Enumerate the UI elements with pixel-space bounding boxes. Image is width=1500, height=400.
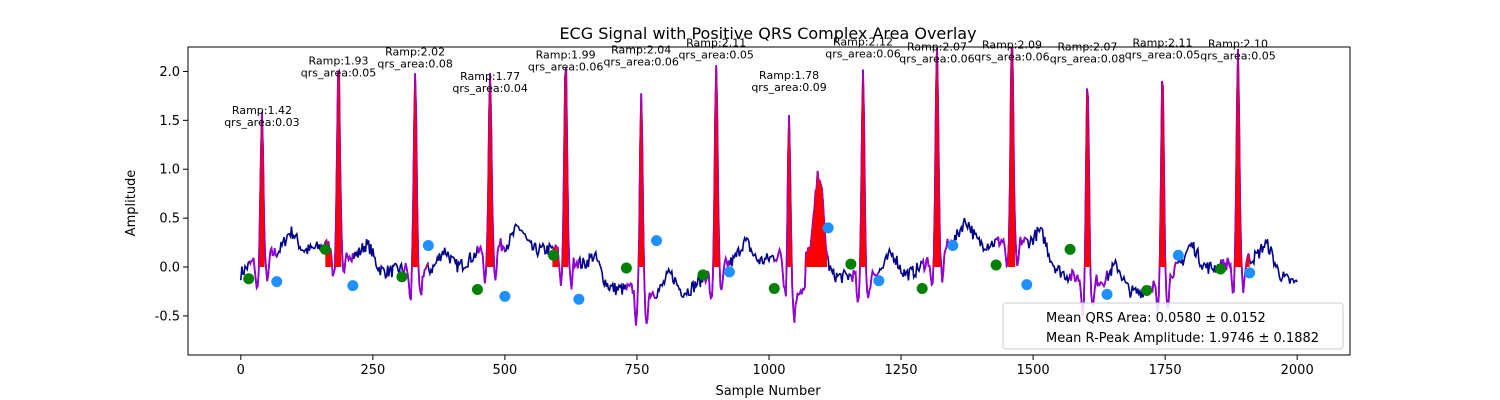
qrs-offset-marker <box>499 290 511 302</box>
qrs-offset-marker <box>650 235 662 247</box>
qrs-area-fill <box>857 69 867 267</box>
qrs-area-fill <box>1157 81 1176 267</box>
qrs-onset-marker <box>1215 263 1227 275</box>
r-peak-qrs-area-label: qrs_area:0.05 <box>678 49 753 62</box>
y-tick-label: -0.5 <box>155 309 180 324</box>
qrs-onset-marker <box>620 262 632 274</box>
r-peak-qrs-area-label: qrs_area:0.06 <box>528 60 603 73</box>
r-peak-qrs-area-label: qrs_area:0.05 <box>1125 49 1200 62</box>
r-peak-qrs-area-label: qrs_area:0.06 <box>974 51 1049 64</box>
r-peak-qrs-area-label: qrs_area:0.09 <box>751 81 826 94</box>
qrs-offset-marker <box>1021 279 1033 291</box>
r-peak-amp-label: Ramp:2.07 <box>907 41 967 54</box>
y-tick-label: 1.5 <box>159 114 180 129</box>
x-axis-label: Sample Number <box>715 384 821 399</box>
qrs-onset-marker <box>471 283 483 295</box>
y-axis-label: Amplitude <box>124 170 139 237</box>
r-peak-amp-label: Ramp:2.04 <box>611 44 671 57</box>
r-peak-qrs-area-label: qrs_area:0.03 <box>224 116 299 129</box>
r-peak-amp-label: Ramp:1.93 <box>309 54 369 67</box>
qrs-area-fill <box>787 115 828 267</box>
r-peak-qrs-area-label: qrs_area:0.05 <box>1200 50 1275 63</box>
y-tick-label: 0.0 <box>159 261 180 276</box>
qrs-offset-marker <box>873 275 885 287</box>
qrs-onset-marker <box>990 259 1002 271</box>
r-peak-amp-label: Ramp:1.78 <box>759 69 819 82</box>
x-tick-label: 1500 <box>1017 363 1050 378</box>
x-tick-label: 1250 <box>884 363 917 378</box>
r-peak-amp-label: Ramp:2.09 <box>982 39 1042 52</box>
x-tick-label: 250 <box>360 363 385 378</box>
qrs-segment-line <box>1069 88 1108 317</box>
qrs-area-fill <box>552 67 569 268</box>
qrs-onset-marker <box>1064 243 1076 255</box>
r-peak-amp-label: Ramp:2.10 <box>1208 38 1268 51</box>
qrs-onset-marker <box>1141 284 1153 296</box>
qrs-area-fill <box>635 93 645 268</box>
qrs-area-fill <box>1233 49 1250 267</box>
r-peak-amp-label: Ramp:2.11 <box>1132 37 1192 50</box>
qrs-onset-marker <box>768 283 780 295</box>
qrs-area-fill <box>1007 47 1016 267</box>
y-tick-label: 1.0 <box>159 163 180 178</box>
qrs-offset-marker <box>822 222 834 234</box>
r-peak-qrs-area-label: qrs_area:0.04 <box>452 82 527 95</box>
r-peak-qrs-area-label: qrs_area:0.06 <box>899 53 974 66</box>
legend-box <box>1002 302 1344 350</box>
qrs-onset-marker <box>845 258 857 270</box>
x-tick-label: 750 <box>625 363 650 378</box>
qrs-offset-marker <box>271 276 283 288</box>
r-peak-amp-label: Ramp:2.12 <box>833 36 893 49</box>
x-tick-label: 1750 <box>1149 363 1182 378</box>
r-peak-amp-label: Ramp:1.42 <box>232 104 292 117</box>
axes: 0 250 500 750 1000 1250 1500 1750 2000 -0.5 0.0 0.5… <box>155 46 1351 378</box>
r-peak-amp-label: Ramp:1.99 <box>536 48 596 61</box>
qrs-area-fill <box>407 73 429 267</box>
x-tick-label: 2000 <box>1281 363 1314 378</box>
qrs-area-fill <box>932 47 941 267</box>
r-peak-amp-label: Ramp:2.11 <box>686 37 746 50</box>
qrs-area-fill <box>325 71 342 267</box>
x-tick-label: 1000 <box>752 363 785 378</box>
qrs-onset-marker <box>916 283 928 295</box>
legend: Mean QRS Area: 0.0580 ± 0.0152 Mean R-Pe… <box>1002 302 1344 350</box>
legend-entry-mean-r-peak-amplitude: Mean R-Peak Amplitude: 1.9746 ± 0.1882 <box>1046 331 1319 346</box>
r-peak-qrs-area-label: qrs_area:0.05 <box>301 66 376 79</box>
r-peak-qrs-area-label: qrs_area:0.08 <box>377 57 452 70</box>
y-tick-label: 2.0 <box>159 65 180 80</box>
qrs-area-fill <box>486 73 494 267</box>
qrs-offset-marker <box>1244 267 1256 279</box>
qrs-onset-marker <box>548 249 560 261</box>
r-peak-qrs-area-label: qrs_area:0.06 <box>825 48 900 61</box>
chart-title: ECG Signal with Positive QRS Complex Are… <box>559 24 976 43</box>
qrs-offset-marker <box>1172 249 1184 261</box>
qrs-area-fill <box>710 65 720 267</box>
qrs-offset-marker <box>422 239 434 251</box>
qrs-onset-marker <box>697 269 709 281</box>
r-peak-amp-label: Ramp:2.02 <box>385 45 445 58</box>
qrs-area-fill <box>1075 88 1092 267</box>
x-tick-label: 0 <box>237 363 245 378</box>
qrs-offset-marker <box>573 293 585 305</box>
r-peak-qrs-area-label: qrs_area:0.08 <box>1050 53 1125 66</box>
y-tick-label: 0.5 <box>159 212 180 227</box>
x-tick-label: 500 <box>492 363 517 378</box>
legend-entry-mean-qrs-area: Mean QRS Area: 0.0580 ± 0.0152 <box>1046 311 1266 326</box>
r-peak-amp-label: Ramp:2.07 <box>1057 41 1117 54</box>
r-peak-qrs-area-label: qrs_area:0.06 <box>603 56 678 69</box>
qrs-offset-marker <box>347 280 359 292</box>
qrs-segment-line <box>850 69 880 303</box>
qrs-segment-line <box>1146 80 1178 313</box>
qrs-segment-line <box>773 115 830 323</box>
qrs-onset-marker <box>396 271 408 283</box>
qrs-onset-marker <box>243 273 255 285</box>
qrs-offset-marker <box>723 266 735 278</box>
r-peak-amp-label: Ramp:1.77 <box>460 70 520 83</box>
qrs-offset-marker <box>1101 288 1113 300</box>
qrs-onset-marker <box>319 243 331 255</box>
qrs-offset-marker <box>947 239 959 251</box>
qrs-area-fill <box>259 111 265 267</box>
